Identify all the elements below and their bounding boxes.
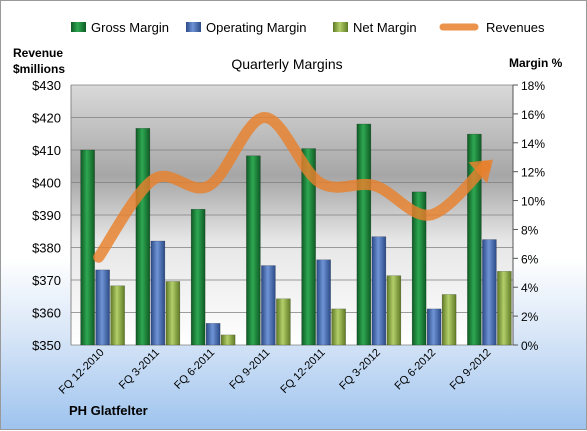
bar-net-margin [221,335,235,345]
y-right-tick-label: 14% [521,137,545,151]
bar-gross-margin [357,124,371,345]
y-left-tick-label: $420 [32,111,61,126]
legend-swatch-operating-margin [186,22,201,32]
y-right-tick-label: 6% [521,252,539,266]
legend-label-revenues: Revenues [486,20,545,35]
bar-net-margin [387,276,401,345]
left-axis-title-line2: $millions [13,62,65,76]
y-left-tick-label: $400 [32,176,61,191]
y-axis-left: $350 $360 $370 $380 $390 $400 $410 $420 $430 [32,78,61,353]
x-tick-label: FQ 9-2012 [448,347,494,393]
x-tick-label: FQ 6-2012 [393,347,439,393]
y-right-tick-label: 0% [521,339,539,353]
y-left-tick-label: $370 [32,273,61,288]
x-tick-label: FQ 9-2011 [227,347,272,392]
legend: Gross Margin Operating Margin Net Margin… [71,20,545,35]
x-tick-label: FQ 12-2011 [278,347,327,396]
bar-operating-margin [206,323,220,345]
legend-swatch-gross-margin [71,22,86,32]
bar-operating-margin [427,309,441,345]
y-left-tick-label: $430 [32,78,61,93]
bar-net-margin [166,281,180,345]
y-right-tick-label: 8% [521,223,539,237]
bar-operating-margin [317,260,331,345]
left-axis-title-line1: Revenue [13,46,63,60]
y-right-tick-label: 2% [521,310,539,324]
right-axis-title: Margin % [509,56,563,70]
bar-operating-margin [261,266,275,345]
bar-net-margin [276,299,290,345]
bar-net-margin [497,271,511,345]
bar-net-margin [111,286,125,345]
bar-gross-margin [136,128,150,345]
y-left-tick-label: $350 [32,338,61,353]
chart-title: Quarterly Margins [231,56,342,72]
y-right-tick-label: 12% [521,166,545,180]
bar-operating-margin [151,241,165,345]
legend-label-operating-margin: Operating Margin [206,20,306,35]
y-left-tick-label: $360 [32,306,61,321]
legend-swatch-net-margin [333,22,348,32]
legend-label-gross-margin: Gross Margin [91,20,169,35]
legend-label-net-margin: Net Margin [353,20,417,35]
company-name: PH Glatfelter [69,403,148,418]
bar-operating-margin [96,270,110,345]
y-right-tick-label: 18% [521,79,545,93]
bar-gross-margin [81,150,95,345]
bar-net-margin [332,309,346,345]
bar-gross-margin [191,209,205,345]
x-tick-label: FQ 12-2010 [57,347,107,397]
y-left-tick-label: $380 [32,241,61,256]
y-right-tick-label: 4% [521,281,539,295]
bar-operating-margin [372,237,386,345]
y-axis-right: 0% 2% 4% 6% 8% 10% 12% 14% 16% 18% [513,79,545,353]
y-left-tick-label: $390 [32,208,61,223]
y-left-tick-label: $410 [32,143,61,158]
bar-gross-margin [246,156,260,345]
bar-operating-margin [482,240,496,345]
y-right-tick-label: 16% [521,108,545,122]
bar-net-margin [442,294,456,345]
x-tick-label: FQ 6-2011 [172,347,217,392]
x-tick-label: FQ 3-2012 [337,347,383,393]
x-tick-label: FQ 3-2011 [117,347,162,392]
y-right-tick-label: 10% [521,195,545,209]
